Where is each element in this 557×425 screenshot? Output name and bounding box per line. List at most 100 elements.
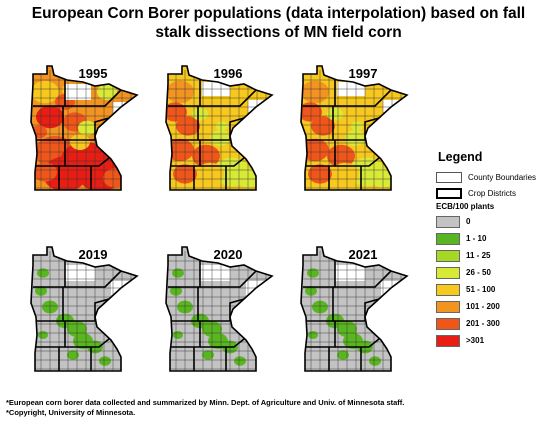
legend-bin: 1 - 10 [436, 231, 554, 246]
interpolated-region [308, 331, 318, 339]
interpolated-region [202, 350, 214, 360]
legend-label: County Boundaries [468, 172, 537, 182]
state-outline [165, 65, 274, 191]
legend-swatch [436, 266, 460, 279]
legend-swatch [436, 300, 460, 313]
legend-bin: 26 - 50 [436, 265, 554, 280]
map-panel-2020: 2020 [160, 243, 285, 383]
crop-district-boundary [200, 157, 245, 167]
legend-bin-label: 101 - 200 [466, 302, 500, 311]
minnesota-map [165, 65, 274, 191]
legend-units: ECB/100 plants [436, 202, 495, 211]
legend-swatch [436, 283, 460, 296]
legend-bin: 11 - 25 [436, 248, 554, 263]
legend-bin-label: 51 - 100 [466, 285, 496, 294]
legend-label: Crop Districts [468, 188, 517, 198]
crop-district-boundary [200, 89, 257, 107]
interpolated-region [67, 350, 79, 360]
interpolated-region [369, 356, 381, 366]
interpolated-region [70, 134, 90, 150]
map-year-label: 1997 [348, 66, 378, 81]
map-panel-1996: 1996 [160, 62, 285, 202]
interpolated-region [31, 80, 59, 104]
map-panel-1995: 1995 [25, 62, 150, 202]
legend-bin-label: 1 - 10 [466, 234, 487, 243]
interpolated-region [172, 268, 184, 278]
interpolated-region [37, 268, 49, 278]
map-year-label: 2019 [78, 247, 108, 262]
crop-district-boundary [335, 270, 392, 288]
legend-bin-label: 201 - 300 [466, 319, 500, 328]
title-line-1: European Corn Borer populations (data in… [31, 5, 526, 22]
legend-crop-districts: Crop Districts [436, 186, 554, 200]
state-outline [30, 246, 139, 372]
crop-district-boundary [200, 338, 245, 348]
crop-district-boundary [65, 338, 110, 348]
no-data-region [335, 265, 365, 281]
interpolated-region [192, 144, 220, 168]
map-year-label: 2020 [213, 247, 243, 262]
no-data-region [65, 265, 95, 281]
map-year-label: 2021 [348, 247, 378, 262]
interpolated-region [234, 356, 246, 366]
interpolated-region [337, 350, 349, 360]
legend-bin: 0 [436, 214, 554, 229]
minnesota-map [30, 246, 139, 372]
legend-county-boundaries: County Boundaries [436, 170, 554, 184]
no-data-region [200, 265, 230, 281]
legend-swatch [436, 334, 460, 347]
interpolated-region [301, 138, 329, 162]
map-panel-1997: 1997 [295, 62, 420, 202]
interpolated-region [327, 107, 343, 121]
interpolated-region [327, 144, 355, 168]
legend-bin: 101 - 200 [436, 299, 554, 314]
legend-swatch [436, 171, 462, 183]
legend-swatch [436, 249, 460, 262]
footnote-line-1: *European corn borer data collected and … [6, 398, 405, 407]
legend-title: Legend [438, 150, 483, 164]
legend-bin-label: 0 [466, 217, 471, 226]
minnesota-map [300, 65, 409, 191]
state-outline [300, 65, 409, 191]
title-line-2: stalk dissections of MN field corn [155, 24, 402, 41]
crop-district-boundary [335, 157, 380, 167]
legend-bin-label: >301 [466, 336, 485, 345]
interpolated-region [78, 120, 96, 136]
state-outline [30, 65, 139, 191]
figure-title: European Corn Borer populations (data in… [0, 4, 557, 42]
interpolated-region [97, 84, 117, 100]
crop-district-boundary [65, 270, 122, 288]
interpolated-region [345, 130, 365, 146]
legend-bin-label: 26 - 50 [466, 268, 491, 277]
map-legend: Legend County Boundaries Crop Districts … [436, 150, 554, 350]
legend-swatch [436, 232, 460, 245]
legend-swatch [436, 187, 462, 199]
interpolated-region [307, 268, 319, 278]
map-year-label: 1996 [213, 66, 243, 81]
legend-bin: >301 [436, 333, 554, 348]
map-panel-2019: 2019 [25, 243, 150, 383]
legend-swatch [436, 215, 460, 228]
legend-bin: 51 - 100 [436, 282, 554, 297]
footnote-line-2: *Copyright, University of Minnesota. [6, 407, 136, 417]
interpolated-region [216, 121, 228, 131]
interpolated-region [351, 121, 363, 131]
interpolated-region [103, 168, 127, 188]
minnesota-map [165, 246, 274, 372]
crop-district-boundary [335, 338, 380, 348]
map-year-label: 1995 [78, 66, 108, 81]
state-outline [165, 246, 274, 372]
footnote: *European corn borer data collected and … [6, 398, 404, 417]
interpolated-region [38, 331, 48, 339]
interpolated-region [99, 356, 111, 366]
interpolated-region [192, 107, 208, 121]
legend-bin: 201 - 300 [436, 316, 554, 331]
legend-swatch [436, 317, 460, 330]
interpolated-region [173, 331, 183, 339]
minnesota-map [30, 65, 139, 191]
interpolated-region [166, 138, 194, 162]
interpolated-region [33, 162, 57, 182]
no-data-region [65, 84, 91, 100]
crop-district-boundary [65, 89, 122, 107]
crop-district-boundary [200, 270, 257, 288]
